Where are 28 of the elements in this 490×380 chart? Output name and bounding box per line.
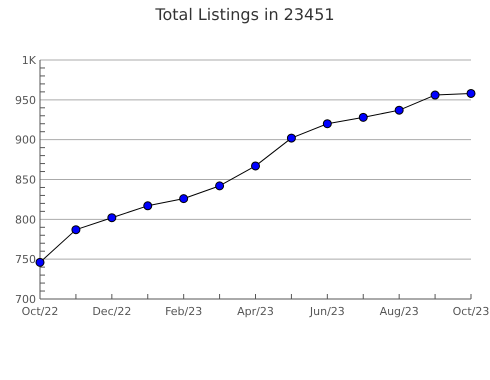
y-tick-label: 750 [15, 253, 36, 266]
x-tick-label: Oct/23 [452, 305, 490, 318]
point [251, 161, 260, 170]
y-tick-label: 800 [15, 213, 36, 226]
point [394, 106, 404, 115]
y-tick-label: 900 [15, 134, 36, 147]
x-tick-label: Oct/22 [22, 305, 58, 318]
chart-title: Total Listings in 23451 [154, 5, 335, 24]
x-tick-label: Apr/23 [237, 305, 274, 318]
point [466, 88, 476, 98]
x-tick-label: Jun/23 [308, 305, 345, 318]
y-tick-label: 850 [15, 174, 36, 186]
y-tick-label: 1K [22, 54, 37, 67]
point [71, 225, 80, 234]
point [430, 90, 440, 100]
point [358, 112, 368, 122]
y-tick-label: 700 [15, 293, 36, 306]
x-tick-label: Aug/23 [380, 305, 419, 318]
point [107, 213, 116, 222]
point [143, 201, 152, 210]
point [215, 181, 224, 190]
point [322, 119, 332, 128]
x-tick-label: Feb/23 [165, 305, 202, 318]
point [286, 134, 296, 143]
y-tick-label: 950 [15, 94, 36, 107]
point [179, 194, 188, 204]
x-tick-label: Dec/22 [92, 305, 132, 318]
point [36, 258, 44, 267]
